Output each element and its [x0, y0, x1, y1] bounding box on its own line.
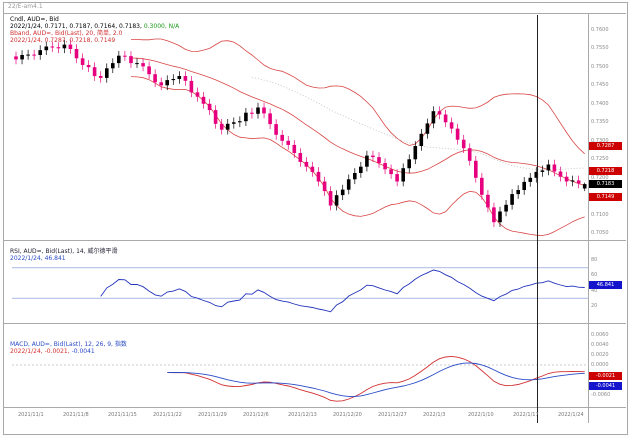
axis-tick-label: 0.7050: [591, 230, 609, 237]
chart-window: 22/E-am4.1 Cndl, AUD=, Bid 2022/1/24, 0.…: [3, 2, 628, 435]
chart-plot-area[interactable]: [4, 3, 626, 432]
axis-tick-label: 80: [591, 257, 598, 264]
bollinger-upper-band: [131, 38, 585, 155]
time-axis-label: 2022/1/24: [558, 412, 584, 418]
axis-tick-label: 40: [591, 287, 598, 294]
macd-values-red: 2022/1/24, -0.0021,: [10, 348, 72, 355]
macd-time-divider: [4, 407, 626, 408]
axis-tick-label: 0.0060: [591, 332, 609, 338]
axis-tick-label: 0.7600: [591, 26, 609, 33]
time-axis-label: 2021/12/13: [288, 412, 317, 418]
macd-signal-line: [167, 362, 585, 397]
price-marker-0.7149: 0.7149: [589, 192, 622, 201]
time-axis-label: 2021/12/6: [243, 412, 269, 418]
time-axis-label: 2022/1/10: [468, 412, 494, 418]
price-marker--0.0041: -0.0041: [589, 381, 622, 390]
axis-tick-label: 0.7350: [591, 119, 609, 126]
rsi-line: [100, 269, 585, 313]
price-marker-0.7218: 0.7218: [589, 167, 622, 176]
price-marker-0.7183: 0.7183: [589, 180, 622, 189]
axis-tick-label: 60: [591, 272, 598, 279]
axis-tick-label: 0.7300: [591, 138, 609, 144]
price-marker-46.841: 46.841: [589, 281, 622, 290]
axis-tick-label: 0.7450: [591, 82, 609, 89]
axis-tick-label: 0.7200: [591, 174, 609, 181]
top-divider: [4, 13, 626, 14]
crosshair-vertical-line[interactable]: [537, 15, 538, 423]
price-axis-line: [588, 13, 589, 423]
time-axis-label: 2021/12/27: [378, 412, 407, 418]
bband-series-label: Bband, AUD=, Bid(Last), 20, 简单, 2.0: [10, 30, 123, 37]
macd-pane-legend: MACD, AUD=, Bid(Last), 12, 26, 9, 指数 202…: [10, 341, 127, 355]
time-axis-label: 2022/1/17: [513, 412, 539, 418]
macd-line: [167, 355, 585, 402]
axis-tick-label: 0.7400: [591, 100, 609, 107]
time-axis-label: 2021/11/1: [18, 412, 44, 418]
time-axis[interactable]: 2021/11/1 2021/11/8 2021/11/15 2021/11/22 20…: [4, 409, 626, 431]
macd-values-blue: -0.0041: [71, 348, 95, 355]
time-axis-label: 2021/12/20: [333, 412, 362, 418]
axis-tick-label: 0.0020: [591, 352, 609, 358]
candlestick-series: [14, 39, 587, 227]
macd-series-label: MACD, AUD=, Bid(Last), 12, 26, 9, 指数: [10, 341, 127, 348]
axis-tick-label: 0.7100: [591, 211, 609, 218]
time-axis-label: 2021/11/15: [108, 412, 137, 418]
axis-tick-label: 20: [591, 302, 598, 309]
rsi-values: 2022/1/24, 46.841: [10, 255, 66, 262]
price-marker--0.0021: -0.0021: [589, 371, 622, 380]
candle-ohlc-values: 2022/1/24, 0.7171, 0.7187, 0.7164, 0.718…: [10, 23, 144, 30]
candle-series-label: Cndl, AUD=, Bid: [10, 16, 59, 23]
watermark-text: 22/E-am4.1: [8, 3, 43, 10]
main-rsi-divider: [4, 240, 626, 241]
axis-tick-label: 0.7250: [591, 156, 609, 163]
bband-values: 2022/1/24, 0.7287, 0.7218, 0.7149: [10, 37, 116, 44]
axis-tick-label: -0.0060: [591, 392, 611, 398]
dotted-ma-line: [251, 77, 585, 170]
axis-tick-label: 0.7500: [591, 63, 609, 70]
rsi-pane-legend: RSI, AUD=, Bid(Last), 14, 威尔德平滑 2022/1/2…: [10, 248, 118, 262]
axis-tick-label: 0.7550: [591, 45, 609, 52]
axis-tick-label: 0.0000: [591, 362, 609, 368]
time-axis-label: 2021/11/8: [63, 412, 89, 418]
time-axis-label: 2021/11/29: [198, 412, 227, 418]
candle-extra-values: 0.3000, N/A: [143, 23, 180, 30]
time-axis-label: 2021/11/22: [153, 412, 182, 418]
bollinger-middle-band: [130, 57, 585, 186]
time-axis-label: 2022/1/3: [423, 412, 446, 418]
bollinger-lower-band: [130, 76, 585, 236]
main-pane-legend: Cndl, AUD=, Bid 2022/1/24, 0.7171, 0.718…: [10, 16, 179, 44]
rsi-macd-divider: [4, 323, 626, 324]
axis-tick-label: 0.0040: [591, 342, 609, 348]
rsi-series-label: RSI, AUD=, Bid(Last), 14, 威尔德平滑: [10, 248, 118, 255]
price-marker-0.7287: 0.7287: [589, 141, 622, 150]
